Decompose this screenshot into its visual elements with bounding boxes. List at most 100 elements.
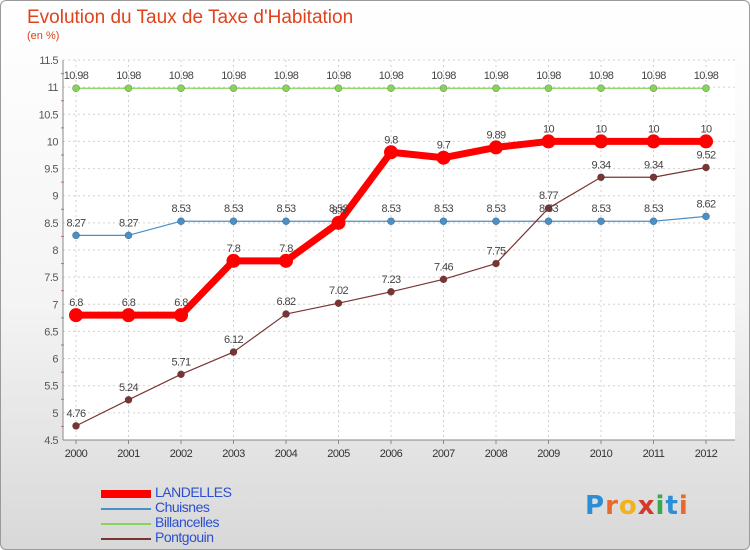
data-point (334, 299, 343, 308)
data-label: 9.34 (644, 159, 663, 171)
data-label: 10.98 (694, 70, 719, 82)
data-label: 10.98 (589, 70, 614, 82)
data-label: 9.89 (486, 129, 505, 141)
data-point (69, 308, 83, 323)
chart-legend: LANDELLES Chuisnes Billancelles Pontgouin (101, 485, 301, 546)
data-point (699, 134, 713, 149)
data-label: 9.7 (437, 140, 451, 152)
y-tick-label: 8.5 (44, 218, 58, 230)
data-label: 10.98 (169, 70, 194, 82)
data-point (702, 163, 710, 172)
data-point (702, 84, 710, 93)
legend-item: Pontgouin (101, 529, 301, 546)
data-point (702, 212, 710, 221)
data-point (439, 275, 448, 284)
data-point (72, 422, 80, 430)
data-point (331, 215, 346, 230)
x-tick-label: 2000 (65, 448, 88, 460)
data-label: 6.8 (69, 297, 83, 309)
data-point (226, 253, 241, 268)
data-point (492, 259, 500, 268)
data-label: 10.98 (379, 70, 404, 82)
data-point (334, 84, 343, 93)
data-point (387, 84, 395, 93)
data-label: 10.98 (326, 70, 351, 82)
data-label: 10.98 (431, 70, 456, 82)
y-tick-label: 5.5 (44, 381, 58, 393)
legend-swatch (101, 523, 151, 525)
y-tick-label: 10 (47, 136, 59, 148)
data-point (124, 396, 133, 404)
data-label: 5.24 (119, 382, 138, 394)
data-point (229, 84, 238, 93)
data-label: 8.53 (434, 203, 453, 215)
y-tick-label: 7.5 (44, 272, 58, 284)
data-label: 10.98 (536, 70, 561, 82)
data-point (597, 217, 605, 226)
data-point (177, 370, 185, 379)
data-point (282, 310, 290, 318)
data-label: 7.23 (381, 274, 400, 286)
data-label: 8.5 (332, 205, 346, 217)
data-point (649, 173, 658, 182)
data-point (646, 134, 661, 149)
x-tick-label: 2006 (380, 448, 403, 460)
legend-swatch (101, 490, 151, 498)
y-tick-label: 8 (52, 245, 58, 257)
data-label: 6.12 (224, 334, 243, 346)
data-point (72, 231, 80, 240)
data-point (177, 84, 185, 93)
legend-label: Chuisnes (155, 499, 210, 515)
data-label: 10.98 (64, 70, 89, 82)
y-tick-label: 5 (52, 408, 58, 420)
data-label: 4.76 (66, 408, 85, 420)
data-label: 8.53 (329, 203, 348, 215)
data-label: 8.53 (171, 203, 190, 215)
data-label: 8.53 (224, 203, 243, 215)
data-label: 10 (543, 123, 555, 135)
y-tick-label: 4.5 (44, 435, 58, 447)
data-label: 8.53 (591, 203, 610, 215)
y-tick-label: 10.5 (39, 109, 59, 121)
y-tick-label: 6.5 (44, 326, 58, 338)
data-label: 5.71 (171, 356, 190, 368)
data-point (387, 217, 395, 226)
data-point (597, 84, 605, 93)
data-point (439, 84, 448, 93)
data-point (124, 231, 133, 240)
data-point (174, 308, 188, 323)
y-tick-label: 11 (48, 82, 59, 94)
data-point (594, 134, 608, 149)
x-tick-label: 2012 (695, 448, 718, 460)
data-point (541, 134, 556, 149)
x-tick-label: 2011 (643, 448, 665, 460)
x-tick-label: 2001 (117, 448, 140, 460)
data-point (492, 84, 500, 93)
data-point (177, 217, 185, 226)
x-tick-label: 2009 (537, 448, 560, 460)
y-tick-label: 11.5 (39, 55, 58, 67)
legend-label: Pontgouin (155, 529, 214, 545)
data-point (492, 217, 500, 226)
data-point (544, 217, 553, 226)
y-tick-label: 7 (52, 299, 58, 311)
data-label: 8.77 (539, 190, 558, 202)
legend-swatch (101, 538, 151, 540)
data-point (544, 204, 553, 212)
data-label: 10 (648, 123, 660, 135)
data-label: 7.46 (434, 261, 453, 273)
data-label: 8.62 (696, 198, 715, 210)
data-point (229, 348, 238, 356)
data-label: 8.27 (66, 217, 85, 229)
y-tick-label: 6 (52, 354, 58, 366)
data-label: 10.98 (221, 70, 246, 82)
x-tick-label: 2008 (485, 448, 508, 460)
data-label: 7.8 (279, 243, 293, 255)
x-tick-label: 2002 (170, 448, 193, 460)
data-point (72, 84, 80, 93)
data-point (649, 217, 658, 226)
data-label: 8.53 (486, 203, 505, 215)
data-label: 10 (700, 123, 712, 135)
data-point (121, 308, 136, 323)
